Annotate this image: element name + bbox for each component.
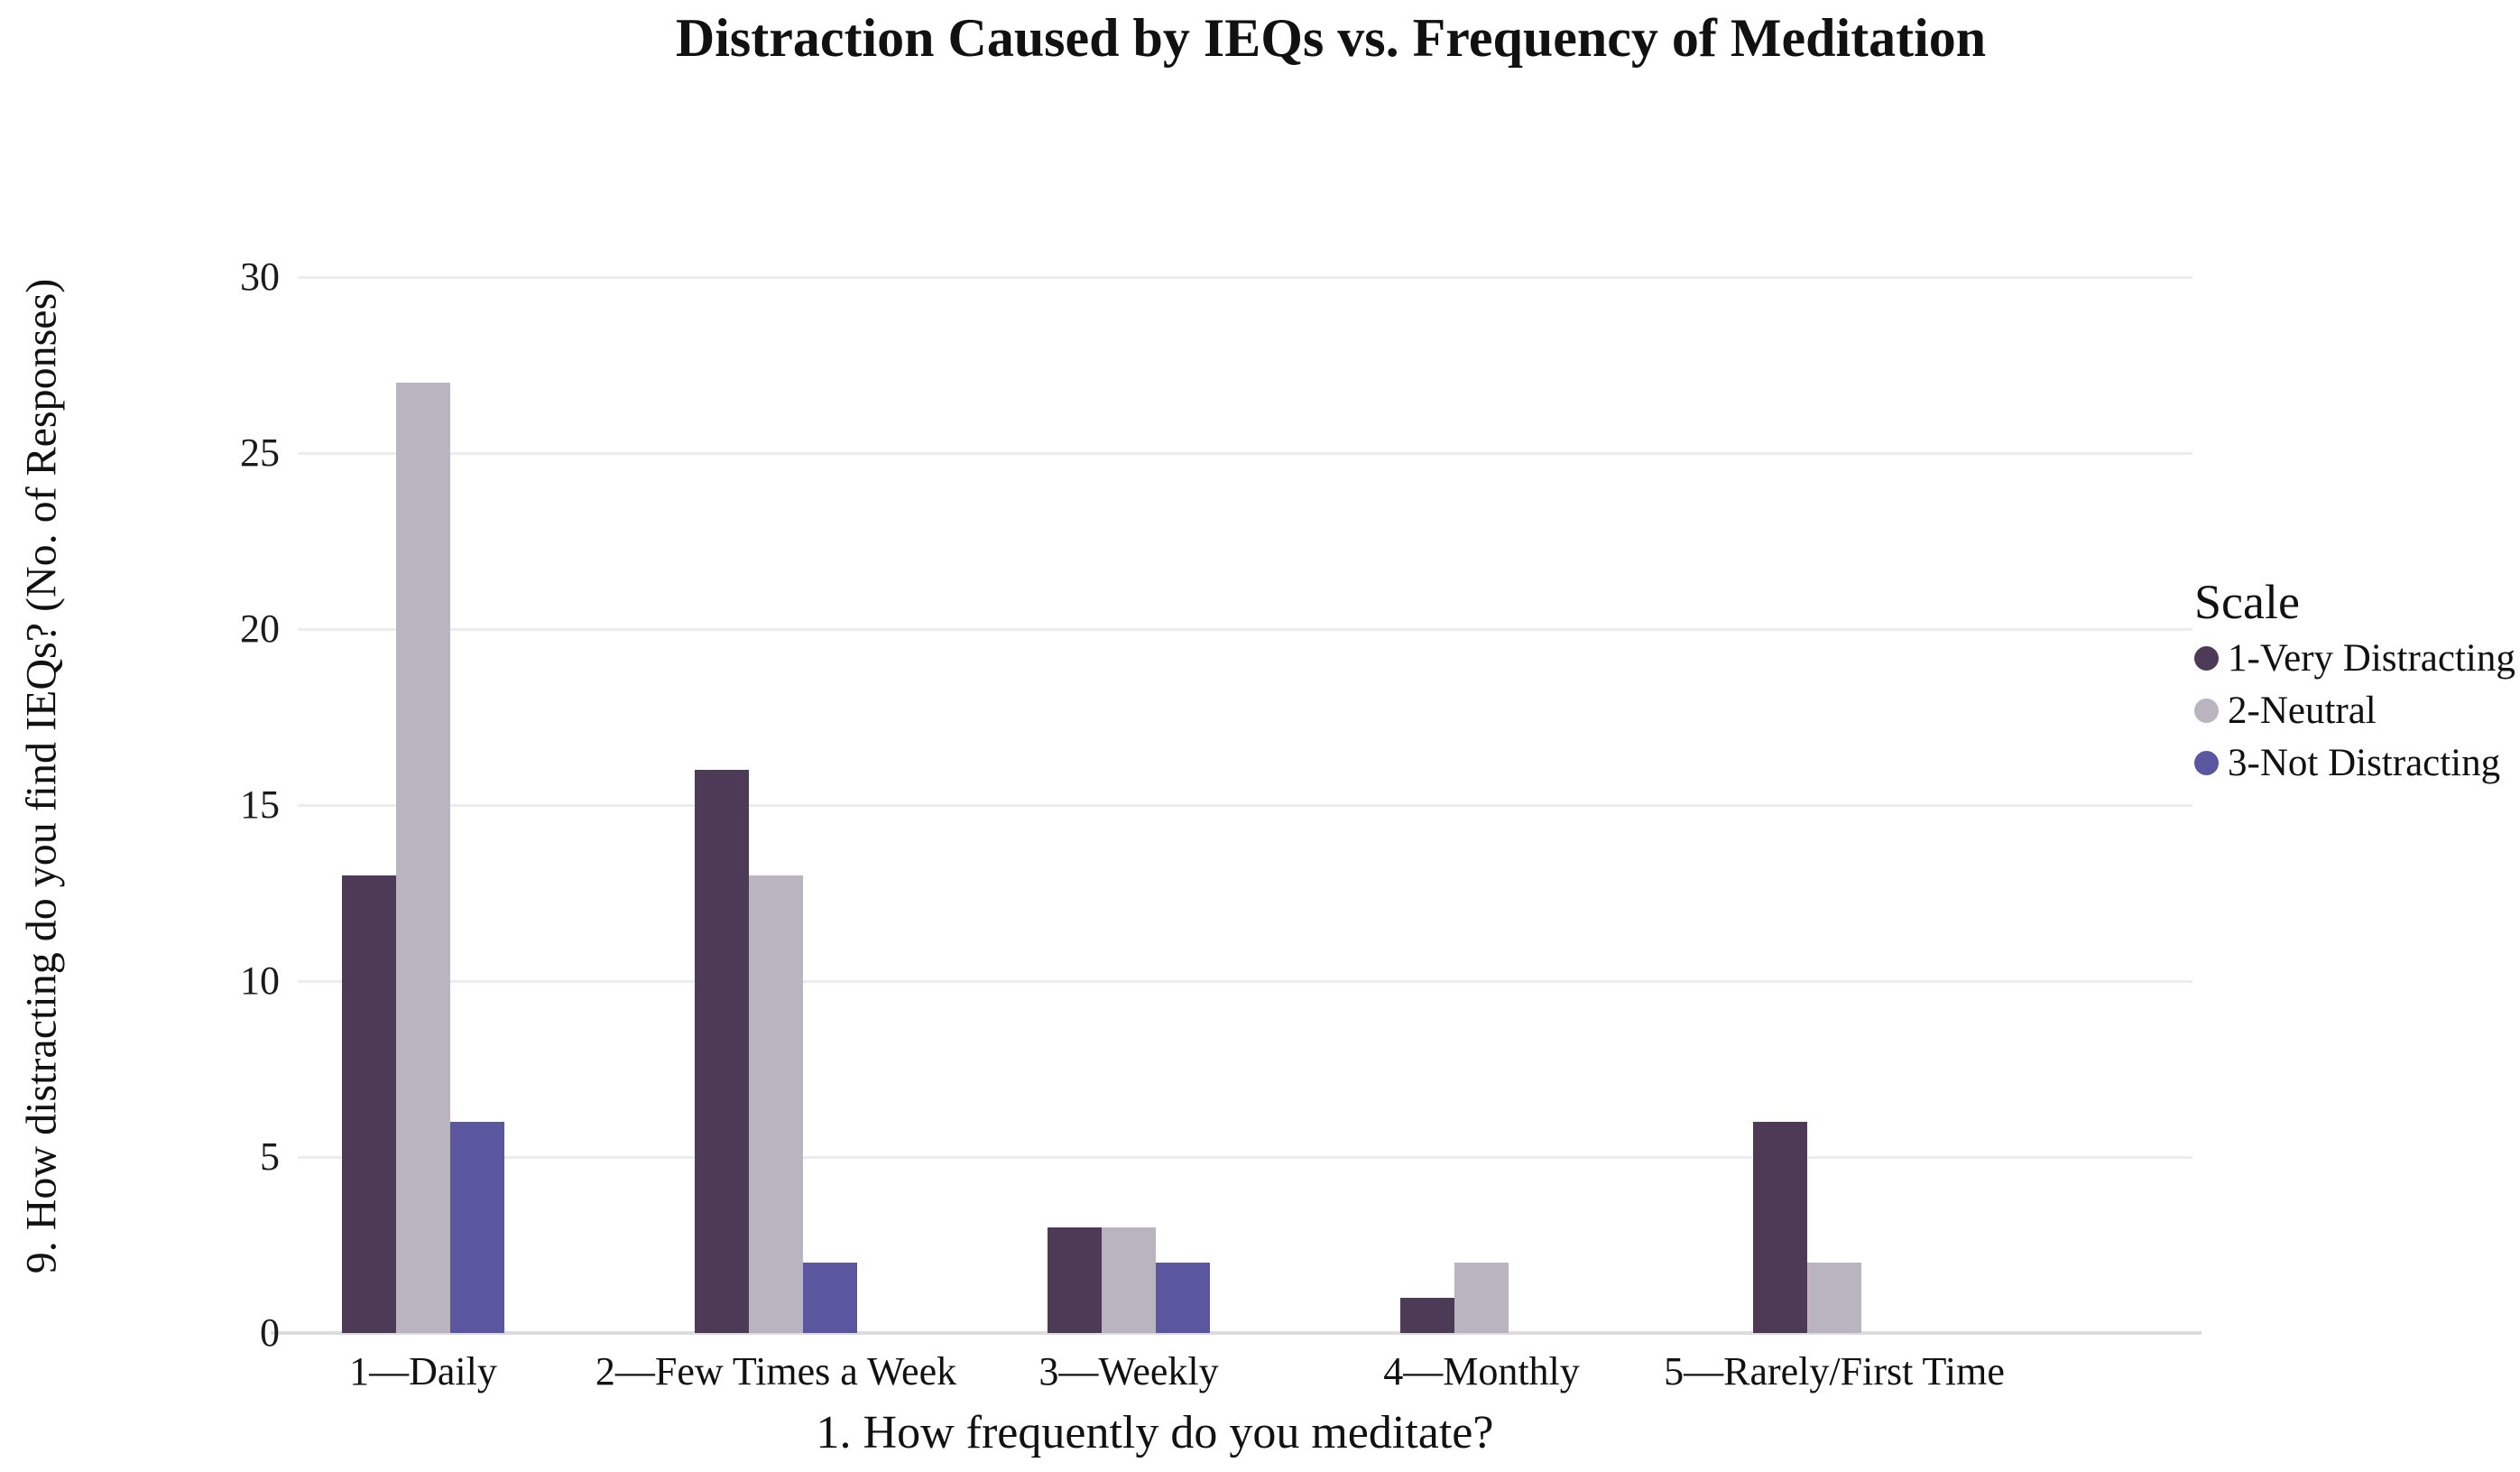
bar-3-Not Distracting-3—Weekly — [1156, 1263, 1210, 1333]
gridline-y-10 — [298, 979, 2192, 983]
y-axis-title: 9. How distracting do you find IEQs? (No… — [17, 278, 66, 1274]
y-tick-label: 25 — [240, 430, 280, 475]
x-axis-title: 1. How frequently do you meditate? — [816, 1407, 1494, 1458]
legend-item: 3-Not Distracting — [2194, 740, 2519, 785]
legend-item-label: 1-Very Distracting — [2228, 636, 2515, 680]
bar-2-Neutral-5—Rarely/First Time — [1807, 1263, 1861, 1333]
y-tick-label: 15 — [240, 782, 280, 827]
y-tick-label: 20 — [240, 606, 280, 651]
y-tick-label: 0 — [260, 1310, 280, 1355]
bar-1-Very Distracting-2—Few Times a Week — [695, 770, 749, 1333]
bar-1-Very Distracting-5—Rarely/First Time — [1753, 1122, 1807, 1333]
bar-3-Not Distracting-1—Daily — [450, 1122, 504, 1333]
legend-dot-icon — [2194, 698, 2219, 723]
y-tick-label: 10 — [240, 958, 280, 1003]
chart-title: Distraction Caused by IEQs vs. Frequency… — [675, 8, 1987, 68]
legend-item-label: 2-Neutral — [2228, 689, 2377, 732]
gridline-y-15 — [298, 803, 2192, 807]
x-category-label: 5—Rarely/First Time — [1664, 1349, 2005, 1393]
bar-1-Very Distracting-1—Daily — [342, 875, 396, 1333]
bar-1-Very Distracting-3—Weekly — [1048, 1227, 1102, 1333]
legend: Scale 1-Very Distracting 2-Neutral 3-Not D… — [2194, 574, 2519, 785]
y-tick-label: 30 — [240, 255, 280, 299]
bar-1-Very Distracting-4—Monthly — [1400, 1298, 1454, 1333]
x-category-label: 2—Few Times a Week — [595, 1349, 957, 1393]
gridline-y-5 — [298, 1155, 2192, 1159]
x-category-label: 4—Monthly — [1383, 1349, 1580, 1393]
gridline-y-30 — [298, 275, 2192, 279]
legend-items: 1-Very Distracting 2-Neutral 3-Not Distrac… — [2194, 635, 2519, 785]
legend-title: Scale — [2194, 575, 2300, 629]
x-category-label: 3—Weekly — [1038, 1349, 1219, 1393]
bar-2-Neutral-3—Weekly — [1102, 1227, 1156, 1333]
y-tick-label: 5 — [260, 1134, 280, 1179]
legend-item-label: 3-Not Distracting — [2228, 741, 2501, 784]
legend-dot-icon — [2194, 750, 2219, 775]
gridline-y-0 — [271, 1331, 2202, 1335]
bar-2-Neutral-1—Daily — [396, 383, 450, 1333]
legend-item: 2-Neutral — [2194, 688, 2519, 733]
x-category-label: 1—Daily — [349, 1349, 497, 1393]
bar-2-Neutral-4—Monthly — [1454, 1263, 1509, 1333]
bar-3-Not Distracting-2—Few Times a Week — [803, 1263, 857, 1333]
legend-item: 1-Very Distracting — [2194, 635, 2519, 680]
gridline-y-20 — [298, 627, 2192, 631]
legend-dot-icon — [2194, 645, 2219, 671]
gridline-y-25 — [298, 451, 2192, 455]
bar-2-Neutral-2—Few Times a Week — [749, 875, 803, 1333]
